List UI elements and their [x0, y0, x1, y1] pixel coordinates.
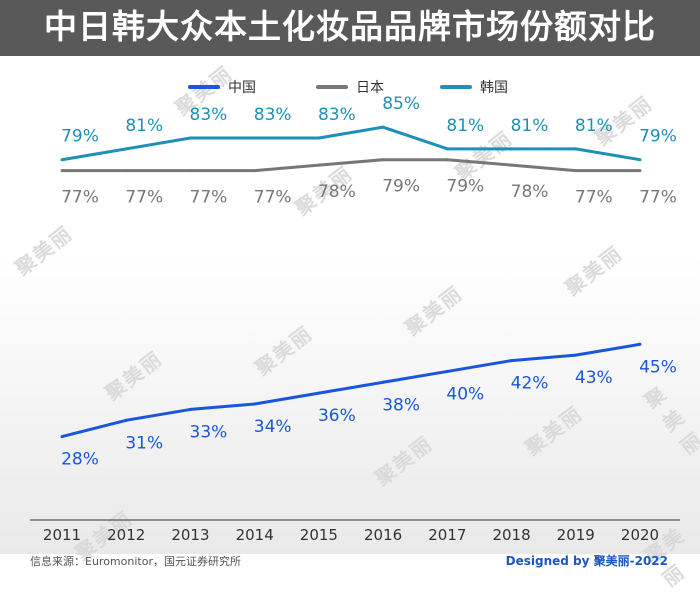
data-point — [445, 158, 449, 162]
data-label: 77% — [125, 188, 163, 208]
data-point — [317, 163, 321, 167]
source-note: 信息来源：Euromonitor，国元证券研究所 — [30, 555, 241, 568]
data-label: 45% — [639, 357, 677, 377]
data-label: 77% — [575, 188, 613, 208]
data-point — [638, 169, 642, 173]
data-point — [381, 380, 385, 384]
data-label: 77% — [190, 188, 228, 208]
data-label: 85% — [382, 94, 420, 114]
data-label: 79% — [382, 177, 420, 197]
legend-label: 中国 — [228, 80, 256, 96]
data-point — [317, 391, 321, 395]
data-point — [124, 418, 128, 422]
x-tick-label: 2013 — [171, 526, 209, 544]
chart-title: 中日韩大众本土化妆品品牌市场份额对比 — [44, 7, 656, 46]
data-label: 31% — [125, 433, 163, 453]
data-point — [574, 353, 578, 357]
data-point — [445, 369, 449, 373]
data-point — [445, 147, 449, 151]
data-point — [253, 136, 257, 140]
x-tick-label: 2014 — [236, 526, 274, 544]
data-point — [124, 169, 128, 173]
x-tick-label: 2019 — [557, 526, 595, 544]
data-label: 33% — [190, 422, 228, 442]
series-line — [61, 125, 641, 162]
data-point — [60, 169, 64, 173]
x-tick-label: 2020 — [621, 526, 659, 544]
x-tick-label: 2018 — [492, 526, 530, 544]
series-line — [61, 342, 641, 439]
data-label: 83% — [318, 105, 356, 125]
legend-label: 日本 — [356, 80, 384, 96]
data-label: 77% — [254, 188, 292, 208]
data-label: 83% — [254, 105, 292, 125]
x-tick-label: 2016 — [364, 526, 402, 544]
data-label: 43% — [575, 368, 613, 388]
data-label: 81% — [446, 116, 484, 136]
data-point — [510, 359, 514, 363]
data-label: 81% — [511, 116, 549, 136]
title-bar — [0, 0, 700, 56]
data-point — [638, 342, 642, 346]
data-point — [124, 147, 128, 151]
data-point — [381, 125, 385, 129]
data-point — [253, 169, 257, 173]
data-point — [510, 163, 514, 167]
data-label: 77% — [61, 188, 99, 208]
data-label: 38% — [382, 395, 420, 415]
legend-label: 韩国 — [480, 80, 508, 96]
data-point — [638, 158, 642, 162]
data-point — [188, 169, 192, 173]
data-label: 34% — [254, 417, 292, 437]
series-line — [62, 158, 640, 173]
data-label: 78% — [318, 182, 356, 202]
data-label: 79% — [639, 127, 677, 147]
data-label: 81% — [125, 116, 163, 136]
x-tick-label: 2017 — [428, 526, 466, 544]
data-point — [253, 402, 257, 406]
data-point — [574, 147, 578, 151]
data-point — [510, 147, 514, 151]
data-label: 79% — [61, 127, 99, 147]
data-label: 77% — [639, 188, 677, 208]
data-point — [188, 407, 192, 411]
data-label: 81% — [575, 116, 613, 136]
data-point — [188, 136, 192, 140]
data-label: 79% — [446, 177, 484, 197]
data-point — [317, 136, 321, 140]
data-label: 83% — [190, 105, 228, 125]
data-label: 36% — [318, 406, 356, 426]
chart-background — [0, 56, 700, 554]
data-point — [574, 169, 578, 173]
x-tick-label: 2012 — [107, 526, 145, 544]
line-chart: 中国 日本 韩国 28% 31% 33% 34% 36% 38% 40% 42% 43% 45% 77%… — [30, 80, 680, 544]
data-point — [60, 435, 64, 439]
data-label: 78% — [511, 182, 549, 202]
data-point — [60, 158, 64, 162]
data-label: 28% — [61, 450, 99, 470]
data-label: 42% — [511, 374, 549, 394]
x-axis-ticks: 2011 2012 2013 2014 2015 2016 2017 2018 2019 2020 — [43, 526, 659, 544]
x-tick-label: 2015 — [300, 526, 338, 544]
series-layer: 28% 31% 33% 34% 36% 38% 40% 42% 43% 45% 77% 77% 77% 7… — [60, 94, 677, 470]
data-label: 40% — [446, 384, 484, 404]
legend: 中国 日本 韩国 — [188, 80, 508, 96]
data-point — [381, 158, 385, 162]
designer-credit: Designed by 聚美丽-2022 — [505, 554, 668, 568]
x-tick-label: 2011 — [43, 526, 81, 544]
